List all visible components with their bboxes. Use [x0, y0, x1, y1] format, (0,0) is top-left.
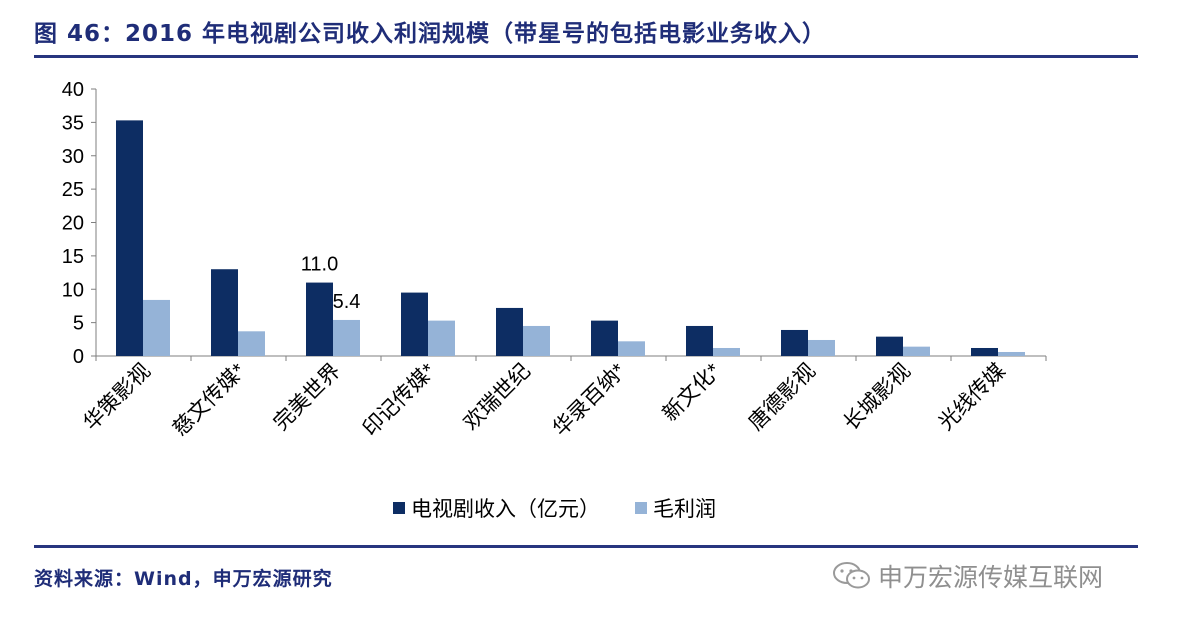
bar-profit — [998, 351, 1025, 356]
category-label: 华策影视 — [79, 359, 155, 435]
category-label: 华录百纳* — [549, 359, 630, 440]
y-tick-label: 25 — [62, 179, 84, 201]
bar-revenue — [306, 282, 333, 356]
bar-profit — [903, 346, 930, 356]
bar-revenue — [971, 347, 998, 356]
category-label: 长城影视 — [839, 359, 915, 435]
y-tick-label: 30 — [62, 146, 84, 168]
category-label: 慈文传媒* — [169, 359, 250, 440]
y-tick-label: 10 — [62, 279, 84, 301]
data-label: 11.0 — [301, 254, 338, 276]
legend-swatch — [635, 502, 647, 514]
category-label: 欢瑞世纪 — [459, 359, 535, 435]
watermark-text: 申万宏源传媒互联网 — [878, 563, 1104, 592]
bar-revenue — [211, 269, 238, 356]
y-tick-label: 40 — [62, 79, 84, 101]
bar-profit — [143, 299, 170, 356]
bar-revenue — [116, 120, 143, 356]
bar-profit — [523, 325, 550, 356]
category-label: 光线传媒 — [934, 359, 1010, 435]
bars — [116, 120, 1025, 356]
category-label: 印记传媒* — [359, 359, 440, 440]
legend: 电视剧收入（亿元） 毛利润 — [393, 498, 716, 521]
footer-rule — [34, 545, 1138, 548]
y-tick-label: 15 — [62, 246, 84, 268]
bar-profit — [333, 319, 360, 356]
bar-profit — [618, 341, 645, 356]
bar-profit — [238, 331, 265, 356]
bar-revenue — [591, 320, 618, 356]
legend-swatch — [393, 502, 405, 514]
category-label: 新文化* — [658, 359, 725, 426]
data-label: 5.4 — [333, 291, 361, 313]
y-axis: 0 5 10 15 20 25 30 35 40 — [62, 79, 97, 368]
category-label: 完美世界 — [269, 359, 345, 435]
y-tick-label: 5 — [73, 313, 84, 335]
wechat-icon — [833, 562, 870, 589]
source-note: 资料来源：Wind，申万宏源研究 — [34, 568, 333, 590]
category-label: 唐德影视 — [744, 359, 820, 435]
bar-revenue — [876, 336, 903, 356]
bar-profit — [428, 320, 455, 356]
watermark: 申万宏源传媒互联网 — [832, 558, 1103, 594]
bar-revenue — [781, 329, 808, 356]
y-tick-label: 20 — [62, 213, 84, 235]
y-tick-label: 35 — [62, 112, 84, 134]
bar-profit — [713, 347, 740, 356]
y-tick-label: 0 — [73, 346, 84, 368]
category-labels: 华策影视 慈文传媒* 完美世界 印记传媒* 欢瑞世纪 华录百纳* 新文化* 唐德影视 长城影视光… — [79, 359, 1010, 440]
data-labels: 11.0 5.4 — [301, 254, 361, 313]
legend-label: 毛利润 — [653, 498, 716, 521]
bar-profit — [808, 339, 835, 356]
bar-revenue — [496, 307, 523, 356]
bar-revenue — [401, 292, 428, 356]
header-rule — [34, 55, 1138, 58]
x-axis — [95, 355, 1047, 361]
legend-label: 电视剧收入（亿元） — [411, 498, 600, 521]
bar-revenue — [686, 325, 713, 356]
chart-title: 图 46：2016 年电视剧公司收入利润规模（带星号的包括电影业务收入） — [34, 21, 827, 47]
bar-chart: 0 5 10 15 20 25 30 35 40 华策影视 慈文传媒* 完美世界 印记传媒* 欢瑞世纪华… — [62, 79, 1047, 521]
